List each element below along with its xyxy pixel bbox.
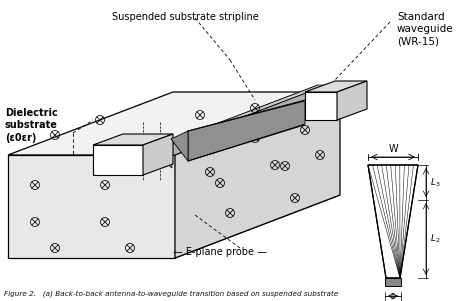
- Polygon shape: [8, 92, 340, 155]
- Polygon shape: [143, 134, 173, 175]
- Text: W: W: [388, 144, 398, 154]
- Polygon shape: [143, 85, 318, 156]
- Text: Standard
waveguide
(WR-15): Standard waveguide (WR-15): [397, 12, 454, 47]
- Polygon shape: [95, 148, 143, 162]
- Polygon shape: [153, 85, 327, 148]
- Polygon shape: [93, 134, 173, 145]
- Text: $L_3$: $L_3$: [430, 176, 440, 189]
- Polygon shape: [143, 148, 153, 168]
- Polygon shape: [171, 131, 188, 161]
- Polygon shape: [337, 81, 367, 120]
- Polygon shape: [305, 81, 367, 92]
- Text: $L_2$: $L_2$: [430, 233, 440, 245]
- Text: c: c: [123, 145, 128, 155]
- Polygon shape: [188, 100, 305, 161]
- Polygon shape: [8, 195, 340, 258]
- Polygon shape: [162, 85, 337, 156]
- Text: Figure 2.   (a) Back-to-back antenna-to-waveguide transition based on suspended : Figure 2. (a) Back-to-back antenna-to-wa…: [4, 290, 338, 297]
- Polygon shape: [368, 165, 418, 278]
- Polygon shape: [162, 148, 172, 168]
- Text: Suspended substrate stripline: Suspended substrate stripline: [111, 12, 258, 22]
- Polygon shape: [175, 92, 340, 258]
- Text: W: W: [143, 139, 153, 149]
- Polygon shape: [95, 148, 143, 168]
- Polygon shape: [93, 145, 143, 175]
- Polygon shape: [8, 155, 175, 258]
- Polygon shape: [305, 92, 337, 120]
- Text: d: d: [340, 100, 346, 110]
- Polygon shape: [385, 278, 401, 286]
- Text: — E-plane probe —: — E-plane probe —: [173, 247, 267, 257]
- Text: Dielectric
substrate
(ε0εr): Dielectric substrate (ε0εr): [5, 108, 58, 143]
